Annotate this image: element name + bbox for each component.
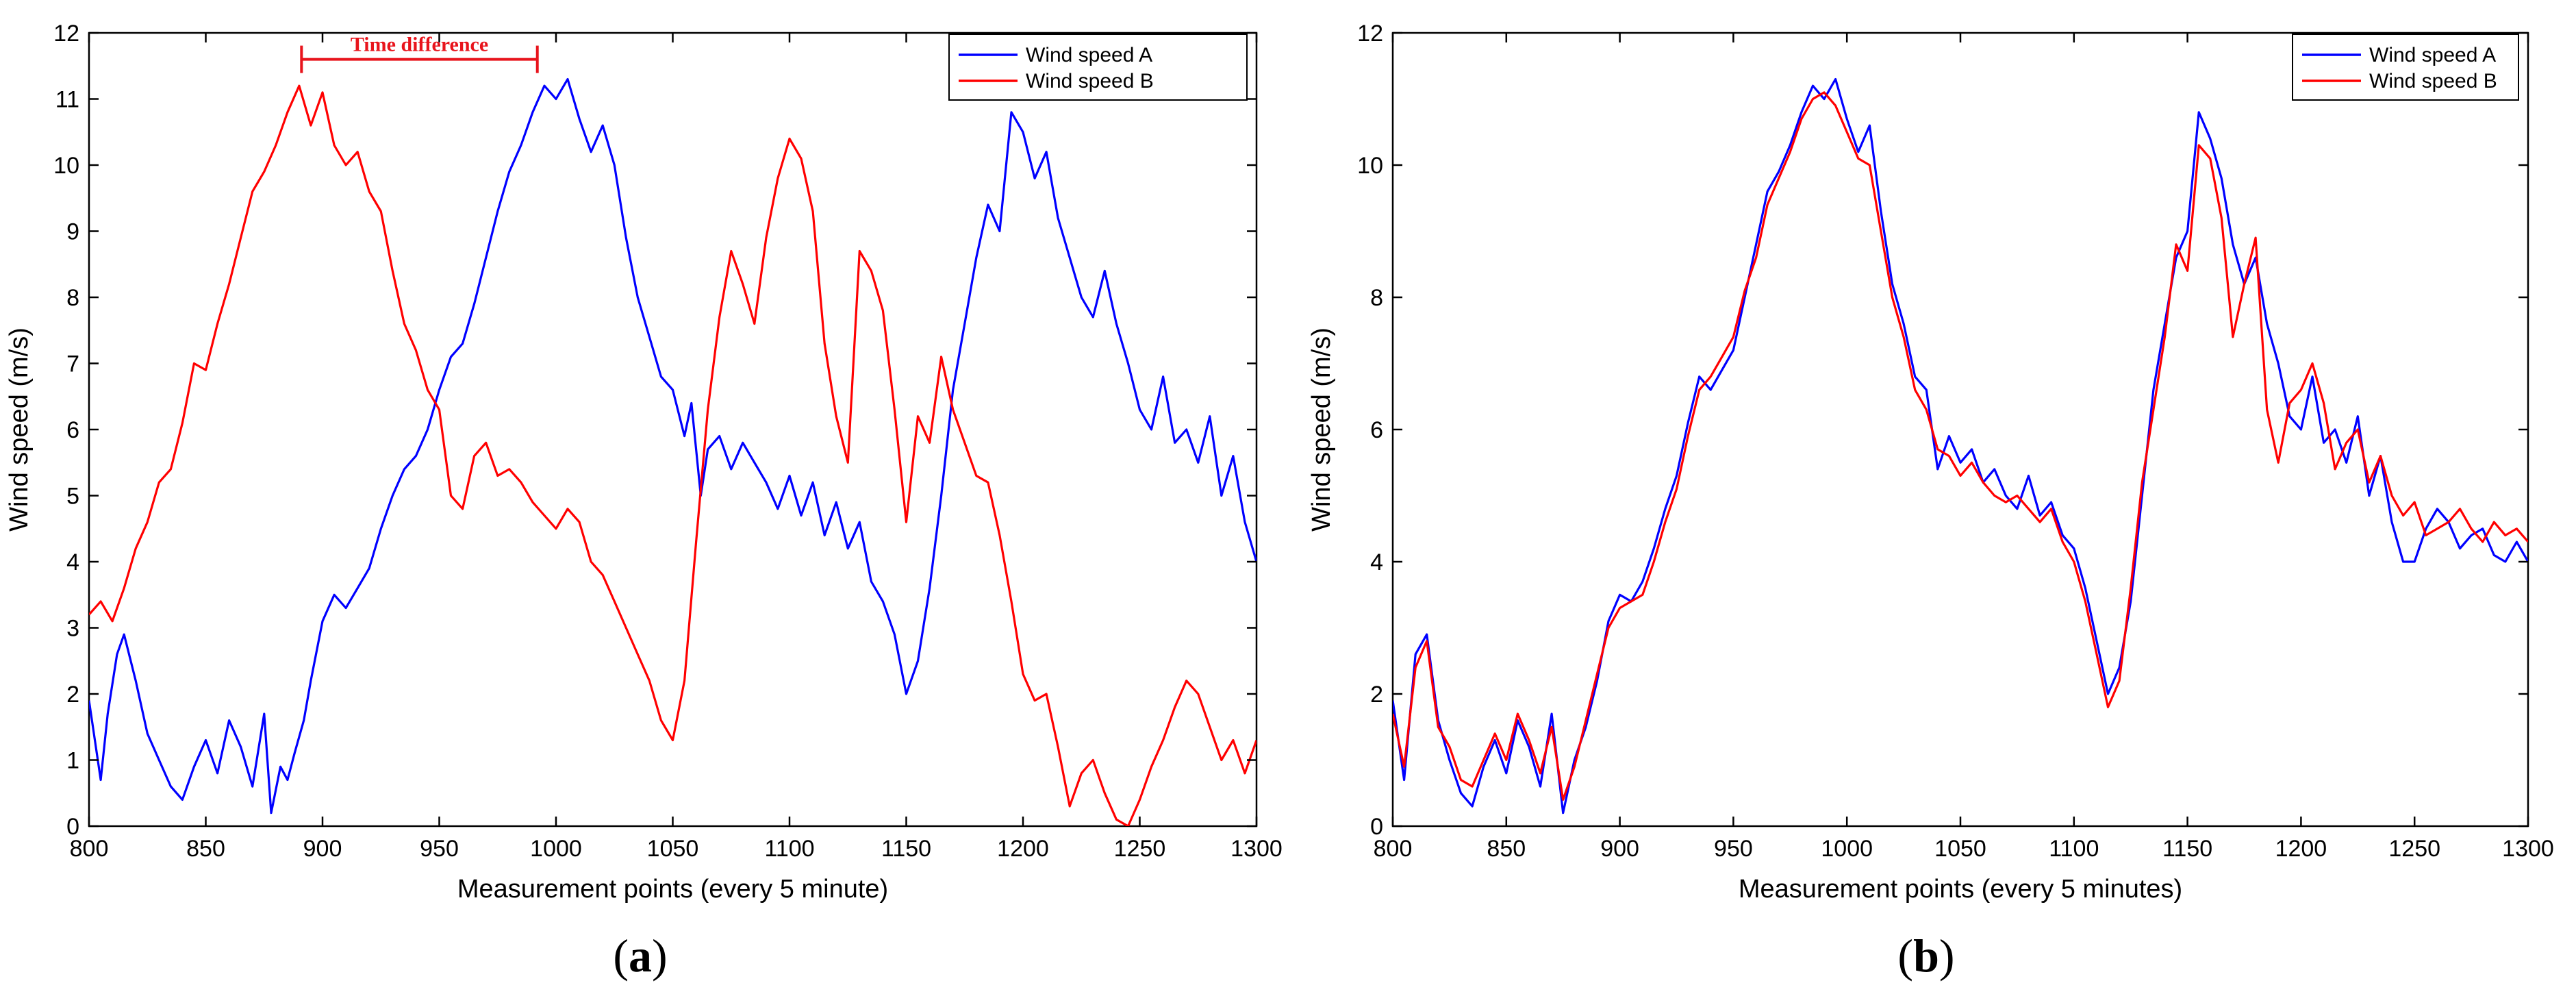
- x-tick-label: 800: [70, 836, 109, 862]
- panel-label: (a): [613, 930, 667, 982]
- x-tick-label: 1000: [530, 836, 582, 862]
- series-line-wind-speed-b: [1393, 91, 2528, 801]
- legend: Wind speed A Wind speed B: [948, 34, 1248, 101]
- annotation-layer: Time difference: [300, 34, 539, 73]
- x-tick-label: 900: [1600, 836, 1639, 862]
- y-tick-label: 8: [1370, 285, 1383, 311]
- time-difference-label: Time difference: [351, 34, 488, 56]
- y-tick-label: 12: [53, 21, 79, 47]
- x-tick-label: 1150: [2162, 836, 2212, 862]
- x-tick-label: 1200: [2275, 836, 2327, 862]
- x-tick-label: 1200: [997, 836, 1049, 862]
- x-tick-label: 1250: [1114, 836, 1166, 862]
- x-tick-label: 1150: [881, 836, 931, 862]
- y-tick-label: 12: [1357, 21, 1383, 47]
- x-tick-label: 900: [303, 836, 342, 862]
- plot-area: [88, 32, 1258, 828]
- chart-panel-a: 800 850 900 950 1000 1050 1100 1150 1200 1250 1300…: [5, 21, 1283, 982]
- y-tick-label: 0: [66, 814, 79, 840]
- panel-label: (b): [1897, 930, 1954, 982]
- x-tick-label: 1100: [764, 836, 814, 862]
- x-tick-label: 850: [186, 836, 225, 862]
- y-tick-label: 11: [55, 87, 79, 113]
- legend-label-wind-speed-b: Wind speed B: [2369, 70, 2497, 92]
- y-tick-label: 6: [66, 417, 79, 443]
- y-tick-label: 7: [66, 351, 79, 377]
- x-tick-label: 1300: [2502, 836, 2554, 862]
- y-tick-label: 4: [66, 549, 79, 575]
- y-tick-label: 3: [66, 616, 79, 642]
- series-line-wind-speed-b: [89, 84, 1257, 826]
- panel-label-close: ): [1939, 930, 1955, 982]
- y-tick-label: 6: [1370, 417, 1383, 443]
- legend-label-wind-speed-a: Wind speed A: [2369, 44, 2496, 66]
- y-tick-label: 10: [1357, 153, 1383, 179]
- legend-box: [948, 34, 1248, 101]
- y-tick-label: 10: [53, 153, 79, 179]
- ticks-layer: 800 850 900 950 1000 1050 1100 1150 1200 1250 1300…: [53, 21, 1283, 862]
- legend-label-wind-speed-a: Wind speed A: [1026, 44, 1152, 66]
- plot-area: [1391, 32, 2529, 828]
- chart-panel-b: 800 850 900 950 1000 1050 1100 1150 1200 1250 1300…: [1307, 21, 2554, 982]
- y-axis-title: Wind speed (m/s): [5, 327, 34, 532]
- y-tick-label: 1: [66, 748, 79, 774]
- series-line-wind-speed-a: [89, 77, 1257, 815]
- y-tick-label: 4: [1370, 549, 1383, 575]
- panel-label-open: (: [1897, 930, 1913, 982]
- legend-label-wind-speed-b: Wind speed B: [1026, 70, 1154, 92]
- panel-label-letter: b: [1913, 930, 1939, 982]
- y-tick-label: 2: [66, 682, 79, 708]
- y-tick-label: 9: [66, 219, 79, 245]
- x-tick-label: 1100: [2049, 836, 2099, 862]
- legend-box: [2292, 34, 2519, 101]
- series-layer: [89, 77, 1257, 826]
- x-tick-label: 950: [1714, 836, 1753, 862]
- y-tick-label: 0: [1370, 814, 1383, 840]
- x-tick-label: 1000: [1821, 836, 1873, 862]
- x-axis-title: Measurement points (every 5 minutes): [1739, 875, 2182, 904]
- x-tick-label: 800: [1374, 836, 1413, 862]
- panel-label-close: ): [652, 930, 668, 982]
- x-tick-label: 1050: [1934, 836, 1986, 862]
- x-axis-title: Measurement points (every 5 minute): [457, 875, 888, 904]
- x-tick-label: 1300: [1230, 836, 1283, 862]
- ticks-layer: 800 850 900 950 1000 1050 1100 1150 1200 1250 1300…: [1357, 21, 2554, 862]
- legend: Wind speed A Wind speed B: [2292, 34, 2519, 101]
- x-tick-label: 850: [1487, 836, 1526, 862]
- y-axis-title: Wind speed (m/s): [1307, 327, 1336, 532]
- y-tick-label: 5: [66, 484, 79, 510]
- x-tick-label: 1250: [2388, 836, 2440, 862]
- panel-label-letter: a: [629, 930, 652, 982]
- y-tick-label: 8: [66, 285, 79, 311]
- x-tick-label: 1050: [647, 836, 699, 862]
- panel-label-open: (: [613, 930, 629, 982]
- y-tick-label: 2: [1370, 682, 1383, 708]
- series-layer: [1393, 77, 2528, 815]
- x-tick-label: 950: [420, 836, 459, 862]
